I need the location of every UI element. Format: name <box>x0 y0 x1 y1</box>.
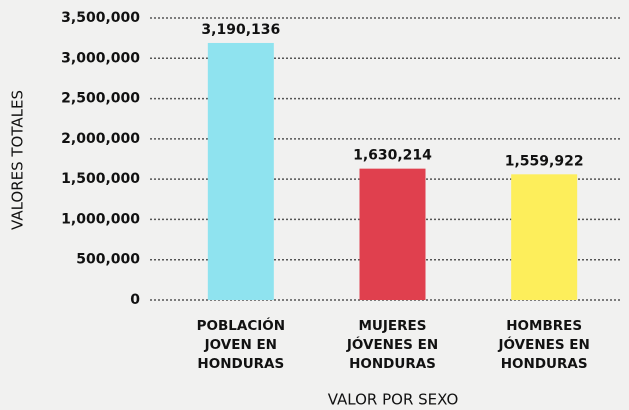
bar <box>511 174 578 300</box>
y-tick-label: 3,000,000 <box>61 50 140 66</box>
y-tick-label: 2,000,000 <box>61 131 140 147</box>
value-label: 3,190,136 <box>201 22 280 38</box>
y-tick-label: 0 <box>130 292 140 308</box>
y-tick-label: 2,500,000 <box>61 91 140 107</box>
bar <box>207 42 274 300</box>
x-tick-label: HOMBRES JÓVENES EN HONDURAS <box>498 318 590 372</box>
y-tick-label: 1,500,000 <box>61 171 140 187</box>
x-tick-label: MUJERES JÓVENES EN HONDURAS <box>346 318 439 372</box>
x-axis-title: VALOR POR SEXO <box>328 391 459 409</box>
bar <box>359 168 426 300</box>
y-tick-label: 1,000,000 <box>61 211 140 227</box>
value-label: 1,559,922 <box>505 153 584 169</box>
x-tick-label: POBLACIÓN JOVEN EN HONDURAS <box>196 318 286 372</box>
y-tick-label: 3,500,000 <box>61 10 140 26</box>
value-label: 1,630,214 <box>353 148 432 164</box>
y-tick-label: 500,000 <box>76 252 140 268</box>
y-axis-title: VALORES TOTALES <box>9 90 27 230</box>
